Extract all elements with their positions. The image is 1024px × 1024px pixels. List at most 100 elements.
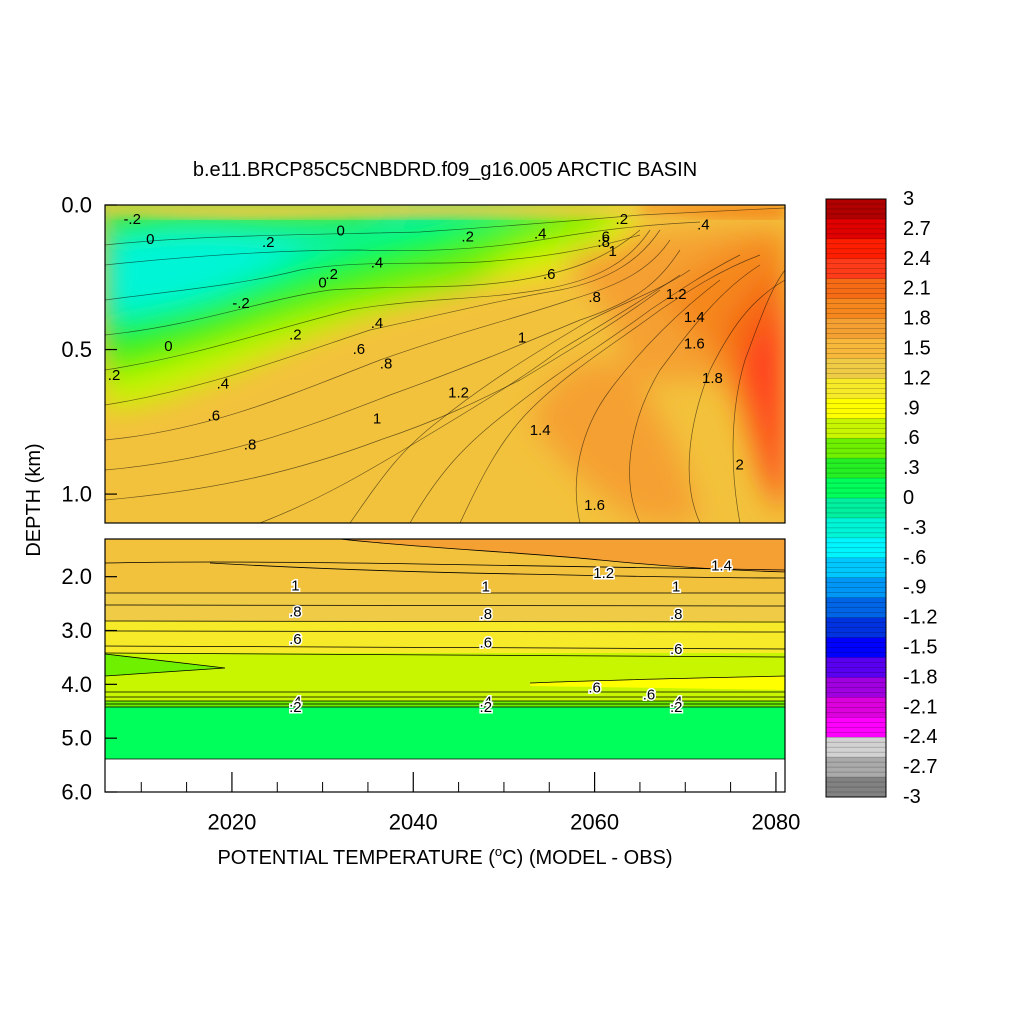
contour-label: .6 [670,641,683,658]
contour-label: .8 [670,606,683,623]
contour-label: 1.4 [684,309,705,326]
contour-label: .2 [616,211,629,228]
upper-contour-labels: -.20.20.2.4.6.81.2.4.2.40.6-.2.8 1.21.4.4… [108,211,744,514]
y-tick-label: 4.0 [61,672,92,697]
y-tick-label: 0.0 [61,193,92,218]
colorbar-label: -1.8 [903,666,937,688]
contour-label: -.2 [123,211,141,228]
x-axis-label: POTENTIAL TEMPERATURE (oC) (MODEL - OBS) [217,844,672,869]
colorbar-frame [825,198,887,798]
contour-label: .4 [371,254,384,271]
contour-label: .6 [289,631,302,648]
colorbar-label: -.3 [903,517,926,539]
contour-label: 1 [291,577,299,594]
contour-label: 1.8 [702,370,723,387]
contour-label: 1.6 [584,497,605,514]
y-tick-label: 5.0 [61,726,92,751]
y-tick-label: 0.5 [61,337,92,362]
contour-label: 0 [146,231,154,248]
colorbar-label: .3 [903,457,920,479]
colorbar-label: -.6 [903,547,926,569]
x-tick-label: 2040 [389,810,438,835]
colorbar-label: -2.7 [903,756,937,778]
contour-label: 1 [518,329,526,346]
contour-label: .4 [670,694,683,711]
lower-panel-frame [104,538,786,793]
lower-contour-labels: 1.2 1.41 1 1.8.8.8.6.6.6.6.6.4.2.4.2.4.2 [288,556,734,718]
colorbar: 3 2.7 2.4 2.1 1.8 1.5 1.2 .9 .6 .3 0 -.3 -.6 -.9 -1.2 -… [825,188,937,808]
contour-label: .6 [480,634,493,651]
contour-label: .2 [480,699,493,716]
colorbar-label: -2.1 [903,696,937,718]
x-axis-label-degree: o [495,844,502,859]
colorbar-label: 2.1 [903,278,931,300]
contour-label: .8 [380,356,393,373]
colorbar-label: 2.4 [903,248,931,270]
contour-label: .2 [670,699,683,716]
contour-label: .2 [108,367,121,384]
colorbar-label: 1.2 [903,367,931,389]
contour-label: .4 [534,225,547,242]
y-tick-label: 3.0 [61,618,92,643]
y-axis-ticks: 0.0 0.5 1.0 2.0 3.0 4.0 5.0 6.0 [61,193,117,805]
contour-label: .2 [325,266,338,283]
x-tick-label: 2020 [207,810,256,835]
contour-label: 1 [373,410,381,427]
contour-label: .4 [480,694,493,711]
colorbar-label: -1.5 [903,637,937,659]
colorbar-label: 1.8 [903,308,931,330]
contour-label: 0 [318,275,326,292]
contour-label: 1.2 [666,286,687,303]
contour-label: .2 [461,228,474,245]
y-tick-label: 6.0 [61,780,92,805]
colorbar-label: 0 [903,487,914,509]
colorbar-label: -.9 [903,577,926,599]
contour-label: .4 [371,315,384,332]
contour-label: 1.4 [530,422,551,439]
x-axis-label-before: POTENTIAL TEMPERATURE ( [217,847,495,869]
colorbar-label: -2.4 [903,726,937,748]
contour-label: .4 [217,376,230,393]
upper-panel-fill [105,205,785,523]
lower-panel: 1.2 1.41 1 1.8.8.8.6.6.6.6.6.4.2.4.2.4.2 [104,538,786,793]
contour-label: .6 [588,680,601,697]
upper-panel: -.20.20.2.4.6.81.2.4.2.40.6-.2.8 1.21.4.4… [104,204,786,524]
chart-title: b.e11.BRCP85C5CNBDRD.f09_g16.005 ARCTIC … [193,159,697,181]
colorbar-label: 2.7 [903,218,931,240]
contour-label: 1 [609,243,617,260]
contour-label: -.2 [232,295,250,312]
contour-label: 1.2 [593,565,614,582]
x-tick-label: 2060 [570,810,619,835]
colorbar-label: 1.5 [903,338,931,360]
contour-label: .4 [289,694,302,711]
contour-label: 0 [164,338,172,355]
x-axis-ticks: 2020 2040 2060 2080 [140,772,800,835]
contour-label: .6 [543,266,556,283]
y-axis-label: DEPTH (km) [23,443,45,556]
contour-label: .2 [262,234,275,251]
contour-label: .8 [244,436,257,453]
contour-label: .6 [643,687,656,704]
contour-label: .4 [697,217,710,234]
contour-label: .8 [289,604,302,621]
contour-label: .6 [353,341,366,358]
colorbar-label: -1.2 [903,607,937,629]
colorbar-label: .9 [903,397,920,419]
contour-label: 0 [337,223,345,240]
contour-label: .2 [289,699,302,716]
contour-label: .6 [208,408,221,425]
y-tick-label: 1.0 [61,482,92,507]
contour-label: 1.4 [711,557,732,574]
contour-label: 1 [672,578,680,595]
lower-panel-fill [105,539,785,792]
colorbar-label: .6 [903,427,920,449]
contour-label: .8 [588,289,601,306]
y-tick-label: 2.0 [61,564,92,589]
upper-panel-frame [104,204,786,524]
contour-label: .8 [480,606,493,623]
colorbar-label: -3 [903,786,921,808]
contour-label: .6 [597,228,610,245]
contour-label: 1.2 [448,384,469,401]
x-tick-label: 2080 [751,810,800,835]
